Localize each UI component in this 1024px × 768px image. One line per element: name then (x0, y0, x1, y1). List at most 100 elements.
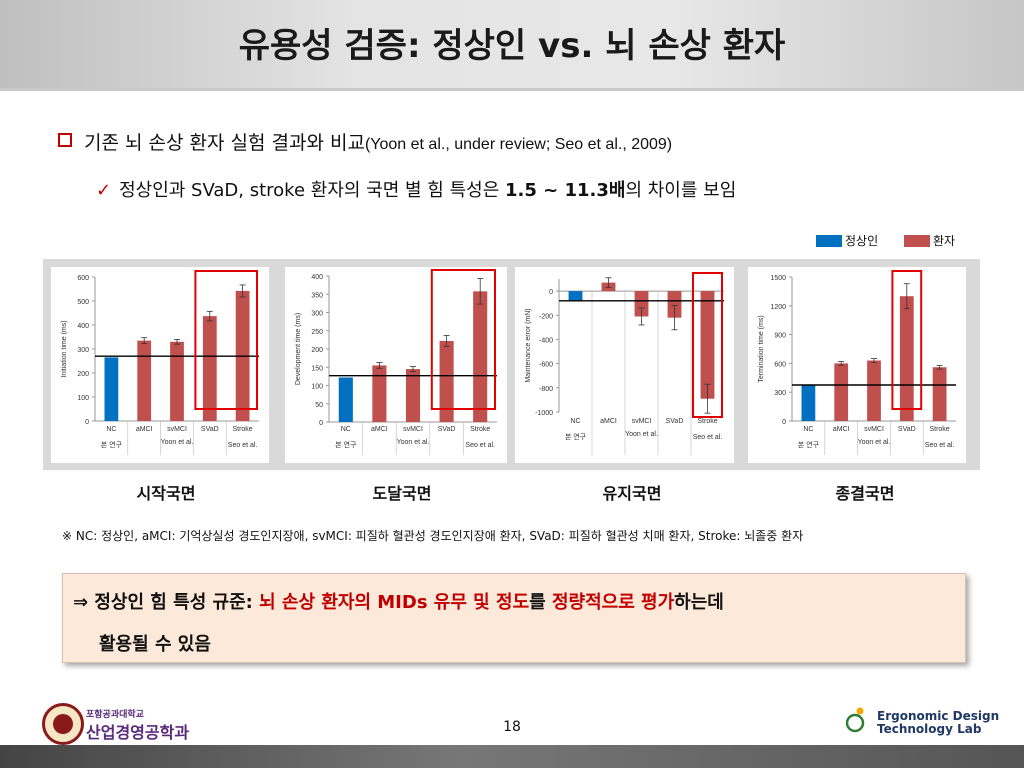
chart-1-ytick-label: 250 (311, 329, 323, 336)
lab-name: Ergonomic Design Technology Lab (877, 710, 999, 736)
bullet-sub-bold: 1.5 ~ 11.3배 (504, 180, 626, 201)
chart-3-group-label-this-study: 본 연구 (798, 441, 820, 449)
lab-name-line-1: Ergonomic Design (877, 709, 1000, 723)
chart-0-group-label-this-study: 본 연구 (101, 441, 123, 449)
chart-2-category-label: NC (570, 418, 580, 425)
chart-3-group-label-yoon: Yoon et al. (858, 439, 891, 446)
check-icon: ✓ (96, 180, 112, 201)
chart-1-ytick-label: 400 (311, 274, 323, 281)
chart-2-background (515, 267, 734, 463)
chart-3-ytick-label: 600 (774, 361, 786, 368)
chart-0-category-label: aMCI (136, 426, 153, 433)
footnote: ※ NC: 정상인, aMCI: 기억상실성 경도인지장애, svMCI: 피질… (62, 529, 804, 543)
chart-3-bar-nc (801, 385, 816, 421)
chart-2-category-label: aMCI (600, 418, 617, 425)
chart-3-ytick-label: 900 (774, 333, 786, 340)
chart-3-bar-svad (899, 296, 914, 421)
conclusion-p3: 하는데 (674, 592, 724, 613)
bullet-sub: ✓ 정상인과 SVaD, stroke 환자의 국면 별 힘 특성은 1.5 ~ … (96, 176, 736, 202)
chart-1-ytick-label: 0 (319, 420, 323, 427)
caption-development: 도달국면 (372, 484, 432, 503)
legend-label-normal: 정상인 (845, 234, 879, 248)
lab-logo-icon (846, 707, 865, 733)
chart-0-ytick-label: 200 (77, 371, 89, 378)
chart-2-highlight-box (692, 272, 723, 418)
chart-0-ytick-label: 300 (77, 347, 89, 354)
chart-2-bar-stroke (700, 291, 715, 399)
chart-3-ylabel: Termination time (ms) (758, 315, 765, 382)
chart-0-bar-svmci (170, 341, 184, 421)
chart-legend: 정상인 환자 (816, 232, 955, 249)
chart-2-group-label-yoon: Yoon et al. (625, 431, 658, 438)
chart-0-bar-amci (137, 340, 152, 421)
chart-3-category-label: aMCI (833, 426, 850, 433)
chart-3-category-label: NC (803, 426, 813, 433)
department-name: 산업경영공학과 (86, 723, 190, 742)
chart-1-ylabel: Development time (ms) (295, 313, 302, 385)
chart-0-ytick-label: 0 (85, 419, 89, 426)
chart-0-category-label: svMCI (167, 426, 187, 433)
footer-bar (0, 745, 1024, 768)
chart-0-bar-nc (104, 357, 119, 421)
chart-1-category-label: SVaD (438, 426, 456, 433)
chart-0-ytick-label: 100 (77, 395, 89, 402)
conclusion-p2: 를 (529, 592, 552, 613)
chart-3-category-label: SVaD (898, 426, 916, 433)
bullet-main: 기존 뇌 손상 환자 실험 결과와 비교(Yoon et al., under … (58, 128, 672, 155)
slide-header (0, 0, 1024, 91)
chart-3-category-label: svMCI (864, 426, 884, 433)
chart-0-bar-svad (202, 316, 217, 421)
chart-3-ytick-label: 1500 (770, 275, 786, 282)
chart-0-category-label: NC (106, 426, 116, 433)
chart-3-bar-amci (834, 363, 849, 421)
chart-3-background (748, 267, 966, 463)
chart-2-ylabel: Maintenance error (mN) (525, 308, 532, 382)
legend-label-patient: 환자 (932, 234, 956, 248)
bullet-main-text: 기존 뇌 손상 환자 실험 결과와 비교 (84, 132, 365, 154)
chart-2-category-label: Stroke (697, 418, 717, 425)
chart-0-ytick-label: 500 (77, 299, 89, 306)
chart-3-category-label: Stroke (929, 426, 949, 433)
chart-3-ytick-label: 300 (774, 390, 786, 397)
chart-2-ytick-label: -800 (539, 386, 553, 393)
square-bullet-icon (58, 133, 72, 147)
chart-1-group-label-seo: Seo et al. (465, 442, 495, 449)
chart-2-ytick-label: -600 (539, 362, 553, 369)
chart-1-bar-stroke (473, 291, 488, 422)
bullet-sub-text-b: 의 차이를 보임 (625, 180, 737, 201)
chart-2-group-label-this-study: 본 연구 (565, 433, 587, 441)
conclusion-r1: 뇌 손상 환자의 MIDs 유무 및 정도 (259, 592, 530, 613)
charts-panel: 0 100 200 300 400 500 600 Initiation time (ms) N… (43, 259, 980, 470)
chart-1-bar-svmci (405, 369, 421, 422)
chart-3-bar-stroke (932, 367, 947, 421)
chart-0-category-label: Stroke (232, 426, 252, 433)
university-seal-icon (42, 703, 84, 745)
chart-1-bar-nc (338, 377, 353, 422)
chart-2-ytick-label: 0 (549, 289, 553, 296)
chart-2-ytick-label: -200 (539, 313, 553, 320)
conclusion-r2: 정량적으로 평가 (551, 592, 675, 613)
chart-0-ytick-label: 400 (77, 323, 89, 330)
chart-1-ytick-label: 150 (311, 365, 323, 372)
chart-3-ytick-label: 1200 (770, 304, 786, 311)
chart-2-category-label: SVaD (666, 418, 684, 425)
chart-2-category-label: svMCI (632, 418, 652, 425)
chart-1-category-label: NC (341, 426, 351, 433)
chart-3-ytick-label: 0 (782, 419, 786, 426)
chart-2-bar-svmci (634, 291, 649, 317)
legend-swatch-normal (816, 235, 842, 247)
slide-title: 유용성 검증: 정상인 vs. 뇌 손상 환자 (238, 26, 786, 66)
chart-1-group-label-this-study: 본 연구 (335, 441, 357, 449)
chart-1-category-label: Stroke (470, 426, 490, 433)
conclusion-arrow: ⇒ (73, 592, 95, 613)
conclusion-line-2: 활용될 수 있음 (99, 634, 211, 655)
lab-name-line-2: Technology Lab (877, 722, 982, 736)
chart-0-ytick-label: 600 (77, 275, 89, 282)
chart-3-group-label-seo: Seo et al. (925, 442, 955, 449)
chart-1-bar-svad (439, 340, 454, 422)
conclusion-line-1: ⇒ 정상인 힘 특성 규준: 뇌 손상 환자의 MIDs 유무 및 정도를 정량… (73, 588, 724, 614)
legend-swatch-patient (903, 235, 930, 247)
chart-0-background (51, 267, 269, 463)
caption-termination: 종결국면 (835, 484, 895, 503)
